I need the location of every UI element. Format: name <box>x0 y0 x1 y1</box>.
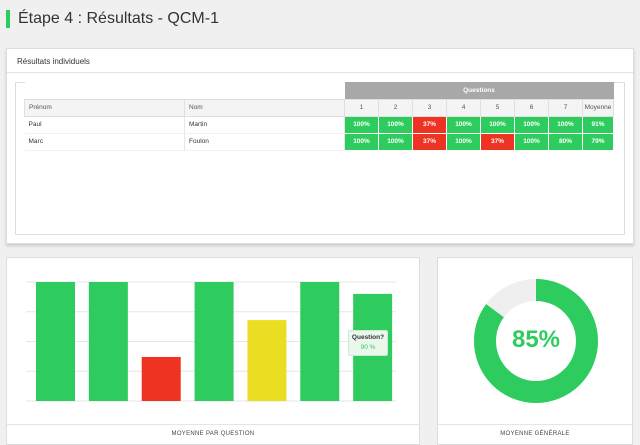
first-name-cell: Paul <box>24 116 185 134</box>
donut-value-label: 85% <box>511 326 561 353</box>
tooltip-label: Question? <box>351 334 385 341</box>
score-cell: 100% <box>514 132 549 151</box>
page-title: Étape 4 : Résultats - QCM-1 <box>18 10 219 27</box>
score-cell: 100% <box>480 115 515 134</box>
score-cell: 80% <box>548 132 583 151</box>
bar-question-2[interactable] <box>88 282 128 401</box>
chart-tooltip: Question? 90 % <box>348 330 388 356</box>
bar-question-5[interactable] <box>247 320 287 401</box>
column-header: Nom <box>184 98 345 117</box>
title-accent-bar <box>6 10 10 28</box>
column-header: 2 <box>378 98 413 117</box>
score-cell: 37% <box>480 132 515 151</box>
results-panel: Résultats individuels Questions Prénom No… <box>6 48 634 244</box>
bar-question-6[interactable] <box>300 282 340 401</box>
bar-question-1[interactable] <box>36 282 75 401</box>
donut-chart <box>474 279 598 403</box>
first-name-cell: Marc <box>24 133 185 151</box>
bar-chart-title: MOYENNE PAR QUESTION <box>7 424 419 440</box>
questions-group-header: Questions <box>344 82 614 99</box>
column-header: 6 <box>514 98 549 117</box>
score-cell: 100% <box>446 132 481 151</box>
score-cell: 100% <box>446 115 481 134</box>
score-cell: 37% <box>412 132 447 151</box>
column-header: 7 <box>548 98 583 117</box>
column-header: 5 <box>480 98 515 117</box>
column-header: 4 <box>446 98 481 117</box>
column-header: Prénom <box>24 98 185 117</box>
page-header: Étape 4 : Résultats - QCM-1 <box>6 8 219 30</box>
results-table-container[interactable]: Questions Prénom Nom 1 2 3 4 5 6 7 Moyenne Paul Ma… <box>15 82 625 235</box>
score-cell: 100% <box>378 132 413 151</box>
results-table: Questions Prénom Nom 1 2 3 4 5 6 7 Moyenne Paul Ma… <box>24 82 614 151</box>
average-score-cell: 79% <box>582 132 614 151</box>
donut-value-slice[interactable] <box>474 279 598 403</box>
score-cell: 100% <box>514 115 549 134</box>
table-row[interactable]: Marc Foulon 100% 100% 37% 100% 37% 100% 80% 79% <box>24 132 614 151</box>
results-panel-title: Résultats individuels <box>7 49 633 73</box>
overall-average-panel: 85% MOYENNE GÉNÉRALE <box>437 257 633 445</box>
bar-question-4[interactable] <box>194 282 234 401</box>
score-cell: 100% <box>378 115 413 134</box>
tooltip-value: 90 % <box>360 344 376 351</box>
donut-chart-title: MOYENNE GÉNÉRALE <box>438 424 632 440</box>
bar-question-3[interactable] <box>141 356 181 401</box>
